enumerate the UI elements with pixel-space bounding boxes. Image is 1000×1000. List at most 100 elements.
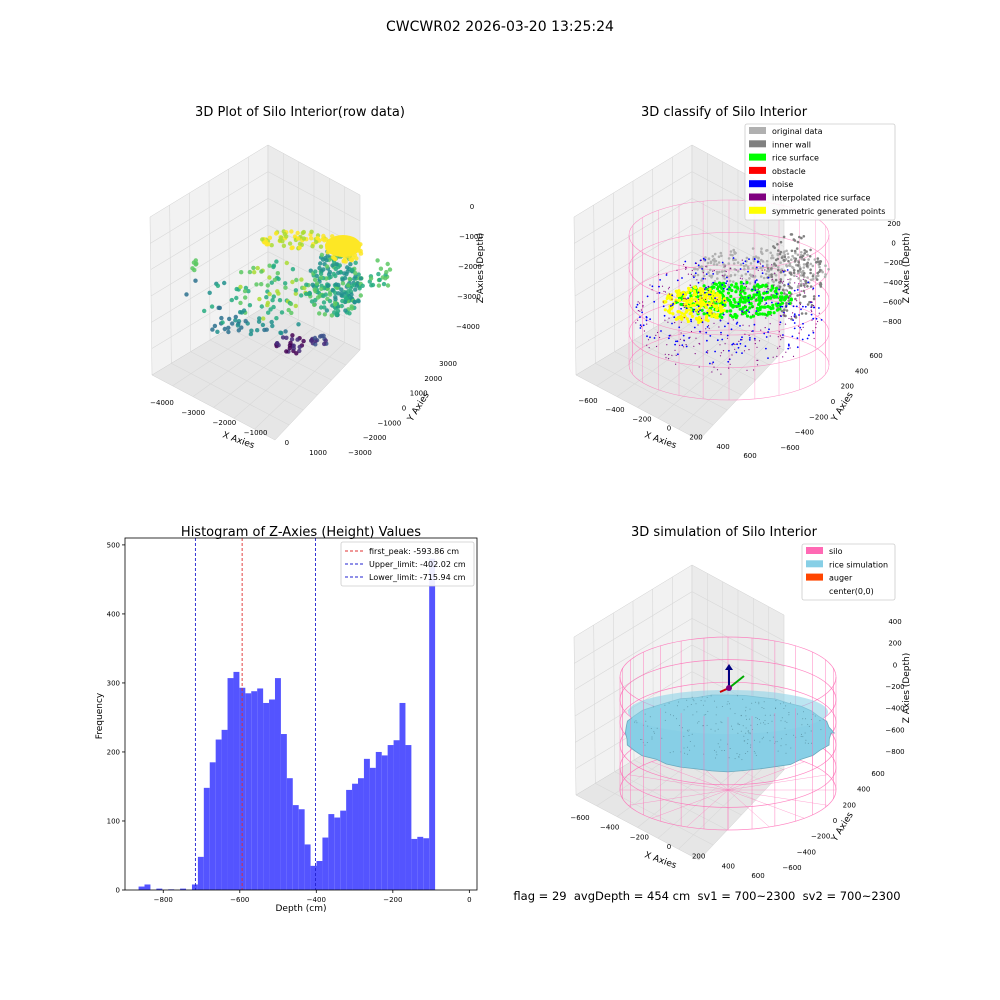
classified-point <box>748 334 750 336</box>
classified-point <box>694 316 699 321</box>
classified-point <box>689 284 691 286</box>
classified-point <box>779 321 782 324</box>
classified-point <box>745 285 748 288</box>
classified-point <box>709 335 712 337</box>
mesh-vertex <box>785 752 787 754</box>
classified-point <box>686 319 691 324</box>
mesh-vertex <box>747 751 749 753</box>
classified-point <box>743 286 747 290</box>
classified-point <box>760 305 764 309</box>
classified-point <box>723 284 727 288</box>
x-tick-label: −4000 <box>150 399 174 407</box>
classified-point <box>681 344 684 347</box>
mesh-vertex <box>803 711 804 713</box>
histogram-bar <box>292 805 299 890</box>
panel-histogram: Histogram of Z-Axies (Height) Values −80… <box>95 525 478 914</box>
classified-point <box>811 306 813 308</box>
data-point <box>274 316 279 321</box>
classified-point <box>728 349 730 352</box>
classified-point <box>815 317 818 320</box>
classified-point <box>683 306 685 309</box>
mesh-vertex <box>758 701 760 703</box>
data-point <box>319 286 324 291</box>
data-point <box>282 231 287 237</box>
classified-point <box>812 331 815 334</box>
classified-point <box>720 308 724 312</box>
classified-point <box>738 307 742 311</box>
y-tick-label: 200 <box>841 383 854 391</box>
classified-point <box>745 309 748 312</box>
x-tick-label: −400 <box>307 896 326 904</box>
mesh-vertex <box>788 712 790 713</box>
mesh-vertex <box>766 732 768 734</box>
classified-point <box>685 266 687 269</box>
classified-point <box>693 308 696 311</box>
data-point <box>317 293 323 299</box>
classified-point <box>705 265 707 268</box>
legend-label: Lower_limit: -715.94 cm <box>369 573 466 582</box>
data-point <box>304 282 309 287</box>
classified-point <box>699 343 701 345</box>
classified-point <box>782 356 784 358</box>
classified-point <box>796 253 800 257</box>
mesh-vertex <box>653 732 655 734</box>
mesh-vertex <box>810 730 812 732</box>
classified-point <box>803 252 806 255</box>
legend-swatch <box>806 560 823 568</box>
histogram-bar <box>316 861 323 890</box>
mesh-vertex <box>645 720 647 722</box>
histogram-bar <box>203 787 210 890</box>
classified-point <box>733 312 737 317</box>
data-point <box>290 333 295 338</box>
classified-point <box>726 280 728 282</box>
classified-point <box>651 289 653 291</box>
classified-point <box>696 273 700 277</box>
classified-point <box>695 337 697 339</box>
z-tick-label: 0 <box>891 240 895 248</box>
classified-point <box>741 352 743 354</box>
classified-point <box>799 255 802 259</box>
data-point <box>287 241 293 246</box>
classified-point <box>769 335 771 337</box>
classified-point <box>685 317 689 321</box>
data-point <box>344 296 349 301</box>
classified-point <box>803 295 807 298</box>
mesh-vertex <box>714 730 716 732</box>
plot-frame <box>124 537 478 891</box>
classified-point <box>818 307 820 309</box>
classified-point <box>770 275 774 279</box>
classified-point <box>772 245 775 248</box>
classified-point <box>796 294 799 297</box>
classified-point <box>741 259 743 261</box>
mesh-vertex <box>780 745 782 747</box>
classified-point <box>677 298 682 302</box>
classified-point <box>729 363 731 365</box>
classified-point <box>769 251 772 255</box>
classified-point <box>734 316 738 320</box>
data-point <box>275 271 280 276</box>
classified-point <box>785 351 787 353</box>
classified-point <box>722 350 725 352</box>
classified-point <box>732 248 735 252</box>
data-point <box>352 300 357 305</box>
classified-point <box>701 268 703 270</box>
classified-point <box>780 309 784 313</box>
classified-point <box>699 309 701 311</box>
classified-point <box>696 279 698 281</box>
classified-point <box>692 310 695 313</box>
data-point <box>290 267 296 272</box>
classified-point <box>824 273 827 276</box>
histogram-bar <box>399 702 406 890</box>
classified-point <box>733 268 737 271</box>
classified-point <box>639 310 641 312</box>
classified-point <box>734 282 738 286</box>
mesh-vertex <box>745 727 747 729</box>
classified-point <box>715 263 719 266</box>
data-point <box>239 270 244 275</box>
data-point <box>191 260 197 265</box>
classified-point <box>708 286 710 288</box>
classified-point <box>730 328 733 331</box>
classified-point <box>642 301 644 303</box>
data-point <box>284 260 289 266</box>
